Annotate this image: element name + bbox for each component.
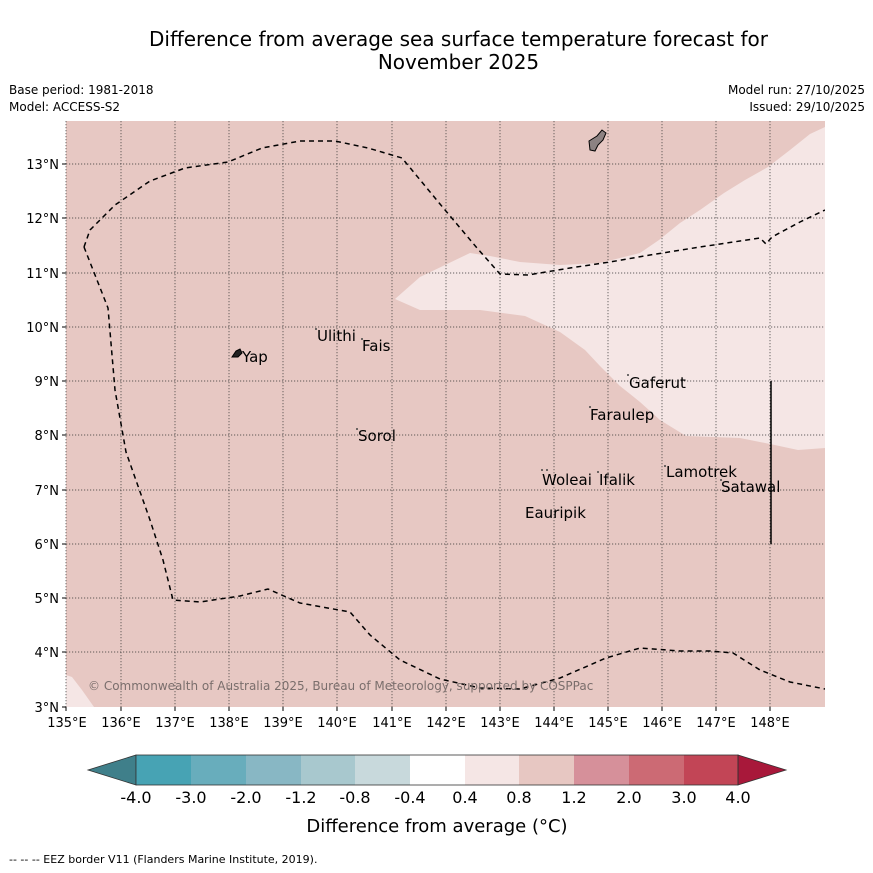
eez-border [83, 140, 825, 690]
anomaly-fill-0-4-0-8 [395, 127, 825, 450]
base-period: Base period: 1981-2018 [9, 83, 154, 97]
lat-tick-label: 9°N [35, 375, 60, 390]
yap-island [231, 348, 243, 358]
colorbar-tick-label: 4.0 [725, 788, 750, 807]
colorbar-segment [465, 755, 519, 785]
colorbar-tick-label: -0.8 [339, 788, 370, 807]
axis-ticks [62, 163, 771, 711]
colorbar-segment [410, 755, 465, 785]
lon-tick-label: 148°E [750, 716, 790, 731]
lon-tick-label: 143°E [480, 716, 520, 731]
lat-tick-label: 12°N [26, 212, 59, 227]
colorbar-segment [246, 755, 301, 785]
island-labels: Yap Ulithi Fais Sorol Gaferut Faraulep W… [241, 327, 780, 522]
lon-tick-label: 147°E [696, 716, 736, 731]
grid [65, 121, 825, 707]
lat-tick-label: 3°N [35, 701, 60, 716]
lon-tick-labels: 135°E 136°E 137°E 138°E 139°E 140°E 141°… [47, 716, 790, 731]
lon-tick-label: 146°E [642, 716, 682, 731]
lon-tick-label: 135°E [47, 716, 87, 731]
label-sorol: Sorol [358, 427, 396, 445]
colorbar-tick-label: -3.0 [175, 788, 206, 807]
label-gaferut: Gaferut [629, 374, 686, 392]
colorbar-segment [519, 755, 574, 785]
lat-tick-label: 6°N [35, 538, 60, 553]
colorbar-tick-label: 3.0 [671, 788, 696, 807]
model-run: Model run: 27/10/2025 [727, 83, 865, 97]
label-satawal: Satawal [721, 478, 780, 496]
colorbar-segment [355, 755, 410, 785]
colorbar-ticks: -4.0 -3.0 -2.0 -1.2 -0.8 -0.4 0.4 0.8 1.… [120, 788, 750, 807]
label-ifalik: Ifalik [599, 471, 635, 489]
lat-tick-labels: 3°N 4°N 5°N 6°N 7°N 8°N 9°N 10°N 11°N 12… [26, 158, 59, 716]
eez-border-palau [83, 246, 825, 690]
issued-date: Issued: 29/10/2025 [749, 100, 865, 114]
colorbar-segment [684, 755, 738, 785]
atoll-dots [315, 328, 722, 481]
lat-tick-label: 10°N [26, 321, 59, 336]
land-features [231, 129, 722, 481]
colorbar-tick-label: 0.8 [506, 788, 531, 807]
colorbar-segment [301, 755, 355, 785]
colorbar-extend-low [86, 754, 137, 786]
lon-tick-label: 138°E [209, 716, 249, 731]
lon-tick-label: 142°E [426, 716, 466, 731]
meta-left: Base period: 1981-2018 Model: ACCESS-S2 [9, 82, 154, 116]
colorbar-label: Difference from average (°C) [306, 816, 567, 837]
model-name: Model: ACCESS-S2 [9, 100, 121, 114]
chart-title: Difference from average sea surface temp… [95, 28, 822, 74]
lat-tick-label: 4°N [35, 646, 60, 661]
label-yap: Yap [241, 348, 268, 366]
colorbar-tick-label: 2.0 [616, 788, 641, 807]
colorbar-tick-label: 1.2 [561, 788, 586, 807]
label-faraulep: Faraulep [590, 406, 654, 424]
label-ulithi: Ulithi [317, 327, 356, 345]
anomaly-fill-0-4-0-8-corner [66, 675, 94, 707]
colorbar: -4.0 -3.0 -2.0 -1.2 -0.8 -0.4 0.4 0.8 1.… [86, 754, 788, 837]
label-lamotrek: Lamotrek [666, 463, 737, 481]
colorbar-segment [629, 755, 684, 785]
colorbar-tick-label: 0.4 [452, 788, 477, 807]
colorbar-extend-high [737, 754, 788, 786]
colorbar-tick-label: -1.2 [285, 788, 316, 807]
colorbar-tick-label: -2.0 [230, 788, 261, 807]
lon-tick-label: 144°E [534, 716, 574, 731]
colorbar-segment [191, 755, 246, 785]
lon-tick-label: 141°E [372, 716, 412, 731]
lat-tick-label: 7°N [35, 484, 60, 499]
lon-tick-label: 145°E [588, 716, 628, 731]
lon-tick-label: 136°E [101, 716, 141, 731]
meta-right: Model run: 27/10/2025 Issued: 29/10/2025 [728, 82, 865, 116]
eez-legend-footnote: -- -- -- EEZ border V11 (Flanders Marine… [9, 853, 318, 866]
lon-tick-label: 140°E [317, 716, 357, 731]
label-fais: Fais [362, 337, 391, 355]
lat-tick-label: 8°N [35, 429, 60, 444]
copyright-notice: © Commonwealth of Australia 2025, Bureau… [88, 679, 593, 693]
lon-tick-label: 137°E [155, 716, 195, 731]
title-line-2: November 2025 [377, 50, 540, 74]
map-area [66, 121, 825, 707]
colorbar-tick-label: -0.4 [394, 788, 425, 807]
label-woleai: Woleai [542, 471, 592, 489]
colorbar-segment [574, 755, 629, 785]
lat-tick-label: 5°N [35, 592, 60, 607]
colorbar-segment [136, 755, 191, 785]
colorbar-tick-label: -4.0 [120, 788, 151, 807]
colorbar-outline [135, 754, 739, 786]
lat-tick-label: 13°N [26, 158, 59, 173]
lat-tick-label: 11°N [26, 267, 59, 282]
title-line-1: Difference from average sea surface temp… [148, 27, 768, 51]
label-eauripik: Eauripik [525, 504, 586, 522]
lon-tick-label: 139°E [263, 716, 303, 731]
guam-island [588, 129, 607, 152]
